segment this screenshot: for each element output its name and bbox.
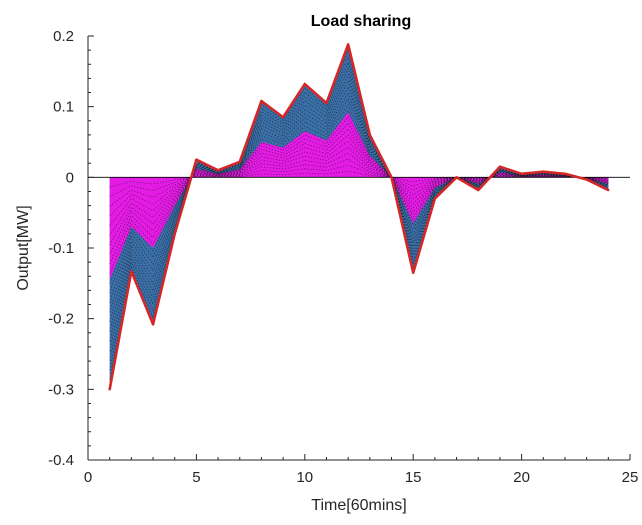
y-tick-label: 0.2 — [53, 28, 74, 45]
x-tick-label: 15 — [405, 469, 422, 486]
chart-title: Load sharing — [311, 13, 411, 30]
contour-line — [109, 61, 609, 361]
x-axis-label: Time[60mins] — [311, 497, 406, 514]
band-outer-area — [109, 44, 609, 390]
band-inner-area — [109, 112, 609, 280]
contour-line — [109, 140, 609, 236]
contour-line — [109, 122, 609, 265]
y-axis-label: Output[MW] — [15, 205, 32, 290]
y-tick-label: -0.4 — [48, 452, 74, 469]
x-tick-label: 10 — [296, 469, 313, 486]
y-tick-label: 0.1 — [53, 99, 74, 116]
axes — [87, 35, 631, 461]
y-tick-label: -0.2 — [48, 311, 74, 328]
y-tick-label: -0.3 — [48, 381, 74, 398]
x-tick-label: 0 — [84, 469, 92, 486]
contour-line — [109, 104, 609, 294]
x-tick-label: 5 — [192, 469, 200, 486]
total-output-line — [108, 43, 609, 390]
y-tick-label: 0 — [66, 169, 74, 186]
contour-line — [109, 134, 609, 245]
tick-labels: 0 5 10 15 20 25 -0.4 -0.3 -0.2 -0.1 0 0.1 0.2 — [48, 28, 638, 486]
x-tick-label: 20 — [513, 469, 530, 486]
y-tick-label: -0.1 — [48, 240, 74, 257]
x-tick-label: 25 — [622, 469, 639, 486]
stacked-bands — [109, 44, 609, 390]
contour-line — [109, 67, 609, 351]
